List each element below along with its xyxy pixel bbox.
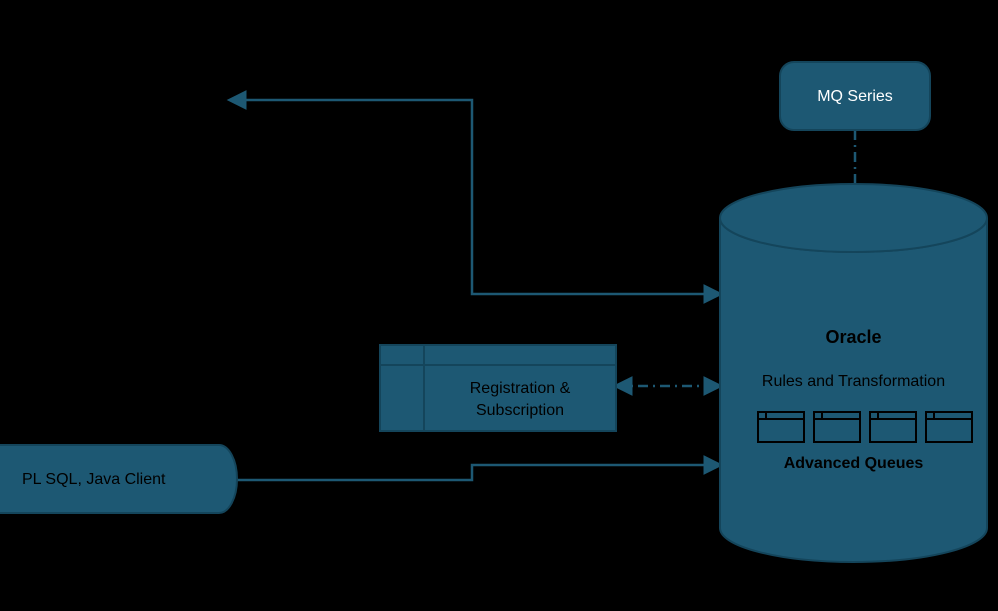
node-mq-series: MQ Series	[780, 62, 930, 130]
client-label: PL SQL, Java Client	[22, 471, 166, 488]
oracle-title: Oracle	[825, 327, 881, 347]
node-oracle-db: Oracle Rules and Transformation Advanced…	[720, 184, 987, 562]
node-registration-subscription: Registration & Subscription	[380, 345, 616, 431]
oracle-footer: Advanced Queues	[784, 455, 924, 472]
registration-label-line2: Subscription	[476, 402, 564, 419]
oracle-subtitle: Rules and Transformation	[762, 373, 945, 390]
node-plsql-java-client: PL SQL, Java Client	[0, 445, 237, 513]
edge	[230, 100, 720, 294]
mq-series-label: MQ Series	[817, 88, 893, 105]
registration-label-line1: Registration &	[470, 380, 571, 397]
